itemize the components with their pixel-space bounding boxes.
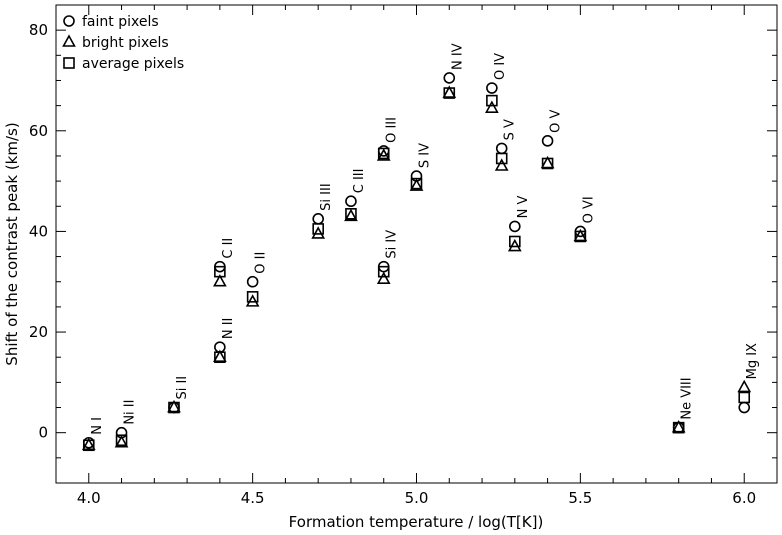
y-tick-label: 60 — [29, 122, 48, 140]
ion-label: Si III — [319, 183, 334, 211]
circle-marker — [246, 275, 259, 288]
ion-label: Ni II — [123, 400, 138, 425]
ion-label: S IV — [418, 143, 433, 168]
legend-label: faint pixels — [82, 14, 159, 30]
triangle-marker — [671, 419, 686, 433]
x-axis-ticks: 4.0 4.5 5.0 5.5 6.0 — [55, 5, 778, 507]
ion-label: Si II — [175, 376, 190, 400]
legend-circle-marker — [63, 15, 75, 27]
ion-label: O V — [549, 109, 564, 132]
ion-label: Mg IX — [745, 343, 760, 379]
square-marker — [115, 434, 128, 447]
square-marker — [443, 87, 456, 99]
y-tick-label: 0 — [38, 424, 48, 442]
y-tick-label: 20 — [29, 323, 48, 341]
square-marker — [377, 265, 390, 278]
ion-labels: N I Ni II Si II N II C II O II Si III C III O II… — [90, 43, 760, 434]
ion-label: O II — [254, 252, 269, 274]
square-marker — [574, 230, 587, 243]
x-tick-label: 5.5 — [568, 489, 592, 507]
triangle-marker — [376, 148, 391, 161]
triangle-marker — [213, 349, 227, 363]
circle-marker — [738, 401, 751, 414]
circle-marker — [345, 195, 357, 208]
y-axis-title: Shift of the contrast peak (km/s) — [3, 122, 21, 365]
triangle-marker — [81, 437, 96, 451]
x-tick-label: 4.5 — [241, 489, 265, 507]
ion-label: Ne VIII — [680, 377, 695, 419]
ion-label: O III — [385, 117, 400, 143]
square-marker — [246, 291, 259, 303]
ion-label: N I — [90, 417, 105, 435]
square-marker — [738, 391, 751, 404]
x-axis-title: Formation temperature / log(T[K]) — [289, 513, 544, 531]
square-marker — [410, 177, 423, 190]
y-tick-label: 80 — [29, 21, 48, 39]
square-marker — [486, 94, 498, 107]
ion-label: N II — [221, 318, 236, 340]
triangle-marker — [213, 274, 227, 287]
square-marker — [312, 223, 324, 235]
legend-square-marker — [63, 57, 75, 69]
square-marker — [672, 421, 685, 434]
x-tick-label: 6.0 — [732, 489, 756, 507]
circle-marker — [443, 72, 456, 84]
ion-label: O IV — [493, 53, 508, 80]
ion-label: C II — [221, 238, 236, 259]
triangle-marker — [494, 158, 509, 171]
data-markers — [81, 72, 752, 452]
ion-label: Si IV — [385, 230, 400, 259]
square-marker — [345, 208, 357, 220]
square-marker — [214, 265, 226, 278]
triangle-marker — [311, 226, 326, 239]
x-tick-label: 5.0 — [405, 489, 429, 507]
square-marker — [541, 157, 554, 170]
y-tick-label: 40 — [29, 222, 48, 240]
triangle-marker — [507, 238, 522, 252]
circle-marker — [312, 213, 324, 225]
legend-label: bright pixels — [82, 35, 169, 51]
triangle-marker — [737, 379, 752, 393]
square-marker — [168, 401, 180, 414]
triangle-marker — [573, 228, 588, 242]
triangle-marker — [540, 155, 555, 169]
ion-label: N IV — [450, 43, 465, 70]
circle-marker — [486, 82, 498, 94]
plot-frame — [55, 4, 778, 484]
triangle-marker — [409, 178, 424, 191]
triangle-marker — [114, 435, 129, 448]
square-marker — [495, 152, 508, 165]
ion-label: S V — [503, 119, 518, 140]
ion-label: N V — [516, 196, 531, 219]
legend-label: average pixels — [82, 56, 184, 72]
ion-label: C III — [352, 169, 367, 194]
circle-marker — [495, 142, 508, 155]
square-marker — [377, 147, 390, 160]
circle-marker — [509, 220, 521, 233]
triangle-marker — [245, 294, 260, 307]
y-axis-ticks: 0 20 40 60 80 — [29, 4, 777, 484]
triangle-marker — [485, 100, 499, 113]
square-marker — [509, 235, 521, 248]
square-marker — [82, 439, 95, 452]
legend-triangle-marker — [62, 34, 76, 47]
x-tick-label: 4.0 — [77, 489, 101, 507]
triangle-marker — [376, 271, 391, 285]
triangle-marker — [344, 208, 358, 222]
circle-marker — [541, 135, 554, 147]
triangle-marker — [442, 85, 457, 98]
ion-label: O VI — [581, 196, 596, 223]
legend: faint pixels bright pixels average pixels — [62, 14, 184, 72]
square-marker — [214, 351, 226, 364]
triangle-marker — [167, 399, 181, 413]
